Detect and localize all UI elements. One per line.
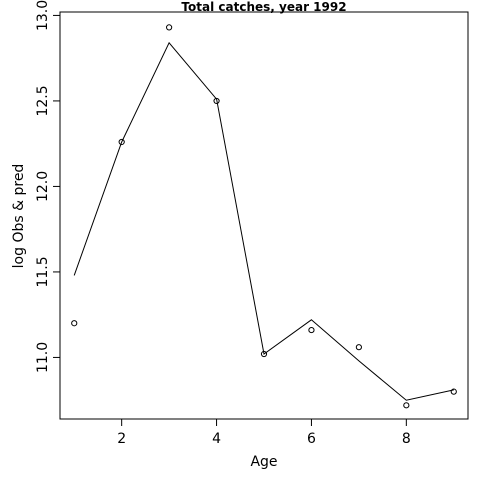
observed-point [118,138,125,146]
observed-point [308,326,315,334]
x-axis-label: Age [250,454,277,470]
x-tick-label: 4 [212,431,221,447]
observed-point [213,97,220,105]
y-axis: 11.0 11.5 12.0 12.5 13.0 [35,0,61,373]
observed-point [71,320,78,327]
x-tick-label: 2 [117,431,126,447]
predicted-line [73,41,454,401]
observed-point [403,402,410,409]
y-tick-label: 11.5 [35,256,51,287]
y-tick-label: 12.5 [35,85,51,116]
x-axis: 2 4 6 8 [117,418,411,447]
observed-point [166,24,173,31]
observed-point [450,388,457,395]
plot-frame [59,11,469,420]
chart-title: Total catches, year 1992 [181,0,346,14]
y-tick-label: 13.0 [35,0,51,31]
y-tick-label: 11.0 [35,342,51,373]
y-tick-label: 12.0 [35,171,51,202]
series-layer [71,24,457,409]
x-tick-label: 6 [307,431,316,447]
x-tick-label: 8 [402,431,411,447]
observed-point [355,344,362,351]
y-axis-label: log Obs & pred [11,164,27,269]
